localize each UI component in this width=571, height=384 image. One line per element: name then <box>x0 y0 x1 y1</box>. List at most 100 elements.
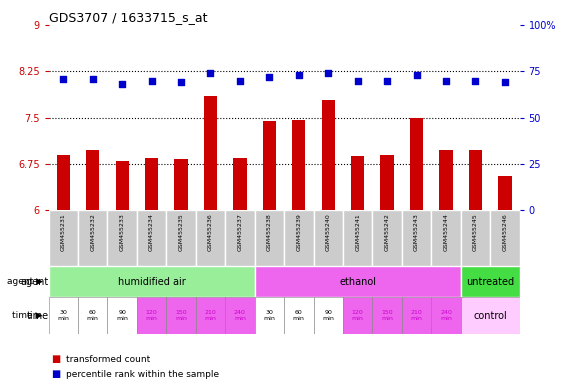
Bar <box>490 210 520 266</box>
Bar <box>196 297 225 334</box>
Text: GSM455244: GSM455244 <box>444 213 448 251</box>
Text: GSM455242: GSM455242 <box>385 213 389 251</box>
Text: 90
min: 90 min <box>116 310 128 321</box>
Text: GSM455243: GSM455243 <box>414 213 419 251</box>
Text: control: control <box>473 311 507 321</box>
Bar <box>263 121 276 210</box>
Bar <box>166 210 196 266</box>
Point <box>176 79 186 86</box>
Text: 60
min: 60 min <box>293 310 305 321</box>
Point <box>235 78 244 84</box>
Point <box>353 78 362 84</box>
Bar <box>49 210 78 266</box>
Bar <box>498 176 512 210</box>
Point <box>265 74 274 80</box>
Text: GSM455233: GSM455233 <box>120 213 124 251</box>
Bar <box>225 210 255 266</box>
Bar <box>439 151 453 210</box>
Text: agent: agent <box>21 276 49 286</box>
Text: 240
min: 240 min <box>440 310 452 321</box>
Text: GSM455239: GSM455239 <box>296 213 301 251</box>
Text: ethanol: ethanol <box>339 276 376 286</box>
Point <box>441 78 451 84</box>
Bar <box>49 297 78 334</box>
Bar <box>86 151 99 210</box>
Text: GSM455238: GSM455238 <box>267 213 272 251</box>
Text: GSM455235: GSM455235 <box>179 213 183 251</box>
Bar <box>469 151 482 210</box>
Bar <box>372 210 402 266</box>
Text: time ▶: time ▶ <box>13 311 43 320</box>
Bar <box>115 161 129 210</box>
Point <box>471 78 480 84</box>
Bar <box>49 266 255 297</box>
Bar <box>145 158 158 210</box>
Text: 120
min: 120 min <box>352 310 364 321</box>
Text: ■: ■ <box>51 354 61 364</box>
Bar <box>343 297 372 334</box>
Bar <box>431 297 461 334</box>
Bar <box>78 297 107 334</box>
Text: GSM455236: GSM455236 <box>208 213 213 251</box>
Text: 150
min: 150 min <box>381 310 393 321</box>
Text: GSM455237: GSM455237 <box>238 213 243 251</box>
Text: agent ▶: agent ▶ <box>7 277 43 286</box>
Point <box>324 70 333 76</box>
Bar <box>372 297 402 334</box>
Text: GSM455245: GSM455245 <box>473 213 478 251</box>
Bar <box>137 297 166 334</box>
Bar <box>225 297 255 334</box>
Bar <box>321 100 335 210</box>
Bar <box>196 210 225 266</box>
Bar <box>402 297 431 334</box>
Text: GSM455231: GSM455231 <box>61 213 66 251</box>
Text: percentile rank within the sample: percentile rank within the sample <box>66 370 219 379</box>
Text: time: time <box>26 311 49 321</box>
Bar <box>380 155 394 210</box>
Bar <box>78 210 107 266</box>
Bar <box>461 297 520 334</box>
Point <box>294 72 303 78</box>
Text: transformed count: transformed count <box>66 354 150 364</box>
Bar <box>313 297 343 334</box>
Bar <box>431 210 461 266</box>
Bar <box>234 159 247 210</box>
Point <box>383 78 392 84</box>
Bar <box>57 155 70 210</box>
Bar <box>174 159 188 210</box>
Point <box>88 76 97 82</box>
Bar <box>166 297 196 334</box>
Bar <box>204 96 217 210</box>
Point <box>59 76 68 82</box>
Text: GSM455234: GSM455234 <box>149 213 154 251</box>
Bar <box>255 297 284 334</box>
Bar <box>284 297 313 334</box>
Bar <box>410 118 423 210</box>
Bar <box>351 156 364 210</box>
Text: 150
min: 150 min <box>175 310 187 321</box>
Text: 210
min: 210 min <box>204 310 216 321</box>
Text: 30
min: 30 min <box>57 310 69 321</box>
Point <box>206 70 215 76</box>
Text: GDS3707 / 1633715_s_at: GDS3707 / 1633715_s_at <box>49 11 207 24</box>
Point <box>412 72 421 78</box>
Text: ■: ■ <box>51 369 61 379</box>
Text: 120
min: 120 min <box>146 310 158 321</box>
Text: GSM455240: GSM455240 <box>325 213 331 251</box>
Bar <box>284 210 313 266</box>
Text: GSM455232: GSM455232 <box>90 213 95 251</box>
Text: GSM455246: GSM455246 <box>502 213 508 251</box>
Bar <box>343 210 372 266</box>
Point <box>147 78 156 84</box>
Text: 210
min: 210 min <box>411 310 423 321</box>
Text: 30
min: 30 min <box>263 310 275 321</box>
Text: humidified air: humidified air <box>118 276 186 286</box>
Point <box>118 81 127 88</box>
Bar <box>137 210 166 266</box>
Text: 60
min: 60 min <box>87 310 99 321</box>
Text: 240
min: 240 min <box>234 310 246 321</box>
Bar <box>255 210 284 266</box>
Bar <box>461 210 490 266</box>
Bar <box>107 210 137 266</box>
Bar <box>255 266 461 297</box>
